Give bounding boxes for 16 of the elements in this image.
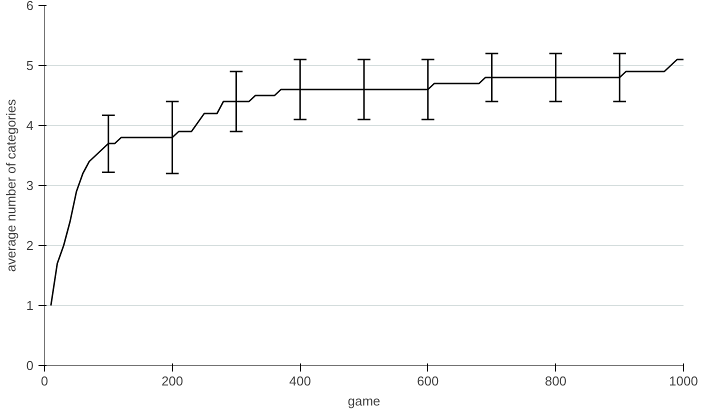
- y-axis-title: average number of categories: [3, 98, 18, 272]
- y-tick-label: 5: [26, 58, 34, 73]
- x-tick-label: 0: [40, 374, 48, 388]
- x-tick-label: 1000: [669, 374, 698, 388]
- x-tick-label: 600: [417, 374, 439, 388]
- y-tick-label: 0: [26, 358, 34, 373]
- y-tick-label: 1: [26, 298, 34, 313]
- x-tick-label: 400: [289, 374, 311, 388]
- y-tick-label: 2: [26, 238, 34, 253]
- x-tick-label: 800: [544, 374, 567, 388]
- x-tick-label: 200: [161, 374, 184, 388]
- y-tick-label: 3: [26, 178, 34, 193]
- x-axis-title: game: [348, 394, 380, 408]
- y-tick-label: 6: [26, 0, 34, 13]
- line-series: [50, 58, 684, 306]
- y-tick-label: 4: [26, 118, 34, 133]
